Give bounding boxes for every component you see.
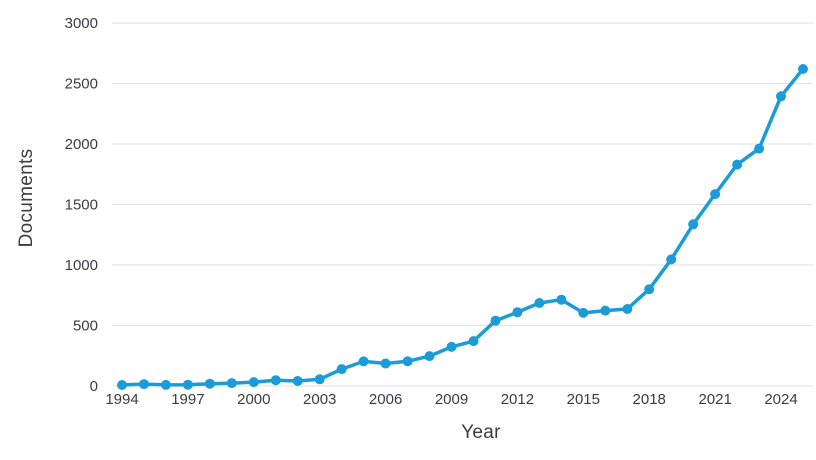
data-point-marker [292, 376, 303, 386]
data-point-marker [754, 143, 765, 154]
data-point-marker [644, 284, 655, 295]
data-point-marker [139, 379, 149, 390]
x-tick-label: 2024 [764, 391, 797, 408]
x-tick-label: 1997 [171, 391, 204, 408]
y-tick-label: 2500 [65, 76, 98, 93]
data-point-marker [117, 380, 127, 390]
x-tick-label: 2015 [567, 391, 600, 408]
data-point-marker [468, 336, 479, 347]
data-point-marker [160, 379, 171, 390]
data-point-marker [314, 374, 325, 385]
data-point-marker [248, 377, 259, 388]
data-point-marker [666, 254, 677, 265]
data-point-marker [380, 358, 391, 369]
data-point-marker [402, 356, 413, 367]
x-tick-label: 1994 [105, 391, 138, 408]
data-point-marker [534, 298, 545, 308]
data-point-marker [424, 351, 435, 362]
y-tick-label: 1500 [65, 197, 98, 214]
x-tick-label: 2000 [237, 391, 270, 408]
data-point-marker [622, 304, 633, 314]
x-tick-label: 2012 [501, 391, 534, 408]
data-point-marker [446, 341, 457, 352]
data-point-marker [556, 294, 567, 305]
data-point-marker [490, 315, 501, 326]
y-axis-title: Documents [16, 148, 37, 248]
data-point-marker [204, 378, 215, 389]
y-tick-label: 0 [90, 378, 98, 395]
x-tick-label: 2018 [633, 391, 666, 408]
data-point-marker [336, 364, 347, 375]
x-axis-title: Year [461, 422, 501, 443]
x-tick-label: 2009 [435, 391, 468, 408]
data-point-marker [226, 378, 237, 389]
data-point-marker [182, 379, 193, 390]
data-point-marker [798, 64, 808, 74]
data-point-marker [512, 307, 523, 318]
documents-series-line [120, 67, 805, 387]
data-point-marker [710, 189, 721, 200]
data-point-marker [270, 375, 281, 386]
x-tick-label: 2021 [698, 391, 731, 408]
data-point-marker [600, 305, 611, 316]
data-point-marker [358, 356, 369, 367]
x-tick-label: 2006 [369, 391, 402, 408]
y-tick-label: 500 [73, 318, 98, 335]
data-point-marker [578, 307, 589, 318]
y-tick-label: 3000 [65, 15, 98, 32]
data-point-marker [688, 219, 699, 230]
y-tick-label: 2000 [65, 136, 98, 153]
data-point-marker [732, 159, 743, 170]
x-tick-label: 2003 [303, 391, 336, 408]
y-tick-label: 1000 [65, 257, 98, 274]
data-point-marker [776, 91, 786, 102]
